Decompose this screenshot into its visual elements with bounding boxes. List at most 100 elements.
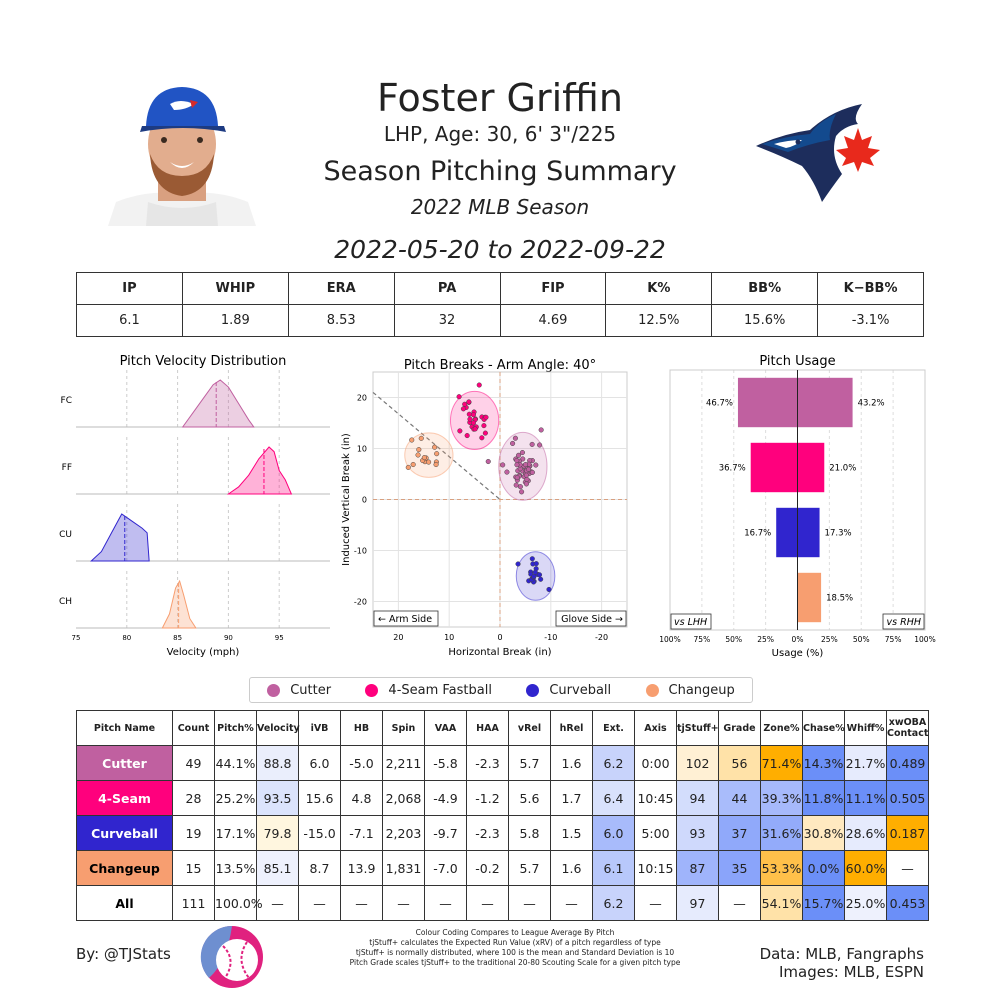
pitch-table-cell: 6.4 <box>592 780 635 816</box>
pitch-point <box>546 586 552 593</box>
pitch-table-cell: -0.2 <box>466 850 509 886</box>
pitch-table-header: VAA <box>424 710 467 746</box>
pitch-table-cell: 25.2% <box>214 780 257 816</box>
x-tick-label: 75 <box>72 634 81 642</box>
pitch-table-cell: 11.8% <box>802 780 845 816</box>
cluster-ellipse <box>404 432 454 478</box>
pitch-name-cell: All <box>76 885 173 921</box>
pitch-table-cell: 15 <box>172 850 215 886</box>
x-tick-label: -20 <box>595 633 608 642</box>
player-info: LHP, Age: 30, 6' 3"/225 <box>383 122 617 146</box>
pitch-table-cell: — <box>340 885 383 921</box>
pitch-table-row: All 111 100.0% — — — — — — — —6.2—97—54.1% 15.7% 25.… <box>76 885 929 921</box>
pitch-table-row: Curveball 19 17.1% 79.8 -15.0 -7.1 2,203 -9.7 -2… <box>76 815 929 851</box>
pitch-point <box>472 426 478 432</box>
pitch-table-cell: 11.1% <box>844 780 887 816</box>
legend-swatch <box>267 683 281 697</box>
pitch-point <box>416 447 422 453</box>
x-tick-label: 95 <box>275 634 284 642</box>
glove-side-label: Glove Side → <box>561 614 623 625</box>
pitch-point <box>433 461 439 468</box>
pitch-table-cell: 19 <box>172 815 215 851</box>
pitch-point <box>434 451 440 457</box>
stats-header-row: IP WHIP ERA PA FIP K% BB% K−BB% <box>76 272 924 305</box>
pitch-table-cell: 0.0% <box>802 850 845 886</box>
pitch-table-header-row: Pitch Name Count Pitch% Velocity iVB HB Spin VA… <box>76 710 929 746</box>
panel-label: FF <box>62 463 72 473</box>
pitch-table-cell: -2.3 <box>466 745 509 781</box>
pitch-table-cell: 10:15 <box>634 850 677 886</box>
pitch-name-cell: 4-Seam <box>76 780 173 816</box>
date-range: 2022-05-20 to 2022-09-22 <box>334 235 666 264</box>
pitch-table-cell: -5.8 <box>424 745 467 781</box>
pitch-table-header: Ext. <box>592 710 635 746</box>
data-source-line: Data: MLB, Fangraphs <box>759 945 924 963</box>
pitch-legend: Cutter 4-Seam Fastball Curveball Changeup <box>249 677 753 703</box>
pitch-table-cell: 1.5 <box>550 815 593 851</box>
rhh-box <box>882 613 925 630</box>
arm-side-label: ← Arm Side <box>378 614 432 625</box>
usage-bar-rhh <box>797 572 822 623</box>
legend-swatch <box>526 683 540 697</box>
pitch-point <box>526 466 532 472</box>
pitch-point <box>504 469 510 475</box>
pitch-table-cell: 111 <box>172 885 215 921</box>
pitch-table-cell: — <box>550 885 593 921</box>
legend-swatch <box>365 683 379 697</box>
pitch-table-header: Grade <box>718 710 761 746</box>
pitch-table-cell: 4.8 <box>340 780 383 816</box>
stats-value: 1.89 <box>181 304 289 337</box>
pitch-point <box>466 399 472 405</box>
pitch-point <box>481 423 487 429</box>
pitch-table-header: HAA <box>466 710 509 746</box>
stats-value: -3.1% <box>817 304 924 337</box>
lhh-box <box>670 613 712 630</box>
pitch-point <box>532 569 538 575</box>
velocity-distribution-chart: Pitch Velocity Distribution FC FF CU CH 75 80 8… <box>59 354 330 658</box>
pitch-table-cell: 53.3% <box>760 850 803 886</box>
pitch-table-cell: — <box>718 885 761 921</box>
pitch-table-header: vRel <box>508 710 551 746</box>
usage-label-lhh: 46.7% <box>706 399 733 409</box>
pitch-point <box>426 459 432 465</box>
pitch-table-cell: 14.3% <box>802 745 845 781</box>
x-tick-label: 100% <box>659 635 680 644</box>
season-stats-table: IP WHIP ERA PA FIP K% BB% K−BB% 6.1 1.89… <box>76 272 924 337</box>
pitch-table-cell: 1.7 <box>550 780 593 816</box>
x-tick-label: 20 <box>393 633 403 642</box>
pitch-table-cell: 44.1% <box>214 745 257 781</box>
pitch-table-cell: -9.7 <box>424 815 467 851</box>
pitch-point <box>466 411 472 417</box>
pitch-table-cell: — <box>634 885 677 921</box>
stats-header: PA <box>393 272 501 305</box>
pitch-table-header: iVB <box>298 710 341 746</box>
stats-value: 32 <box>393 304 501 337</box>
pitch-name-cell: Changeup <box>76 850 173 886</box>
pitch-point <box>467 416 473 422</box>
stats-header: BB% <box>711 272 819 305</box>
pitch-table-cell: 1,831 <box>382 850 425 886</box>
legend-item: Curveball <box>526 683 611 698</box>
x-tick-label: 75% <box>694 635 711 644</box>
pitch-table-cell: 93.5 <box>256 780 299 816</box>
legend-swatch <box>645 683 659 697</box>
pitch-point <box>415 452 421 458</box>
pitch-table-cell: 44 <box>718 780 761 816</box>
pitch-table-cell: -5.0 <box>340 745 383 781</box>
pitch-table-header: Velocity <box>256 710 300 746</box>
pitch-point <box>462 401 468 407</box>
usage-label-rhh: 21.0% <box>829 464 856 474</box>
pitch-table-header: Axis <box>634 710 677 746</box>
pitch-name-cell: Cutter <box>76 745 173 781</box>
lhh-label: vs LHH <box>674 617 707 628</box>
x-axis-label: Horizontal Break (in) <box>448 647 551 658</box>
pitch-point <box>537 442 543 448</box>
pitch-table-cell: 87 <box>676 850 719 886</box>
usage-label-rhh: 17.3% <box>825 529 852 539</box>
pitch-table-row: Changeup 15 13.5% 85.1 8.7 13.9 1,831 -7.0 -0.2 5… <box>76 850 929 886</box>
pitch-table-header: Pitch Name <box>76 710 173 746</box>
x-tick-label: 80 <box>122 634 131 642</box>
pitch-point <box>418 435 424 441</box>
pitch-table-cell: 60.0% <box>844 850 887 886</box>
stats-header: FIP <box>499 272 607 305</box>
